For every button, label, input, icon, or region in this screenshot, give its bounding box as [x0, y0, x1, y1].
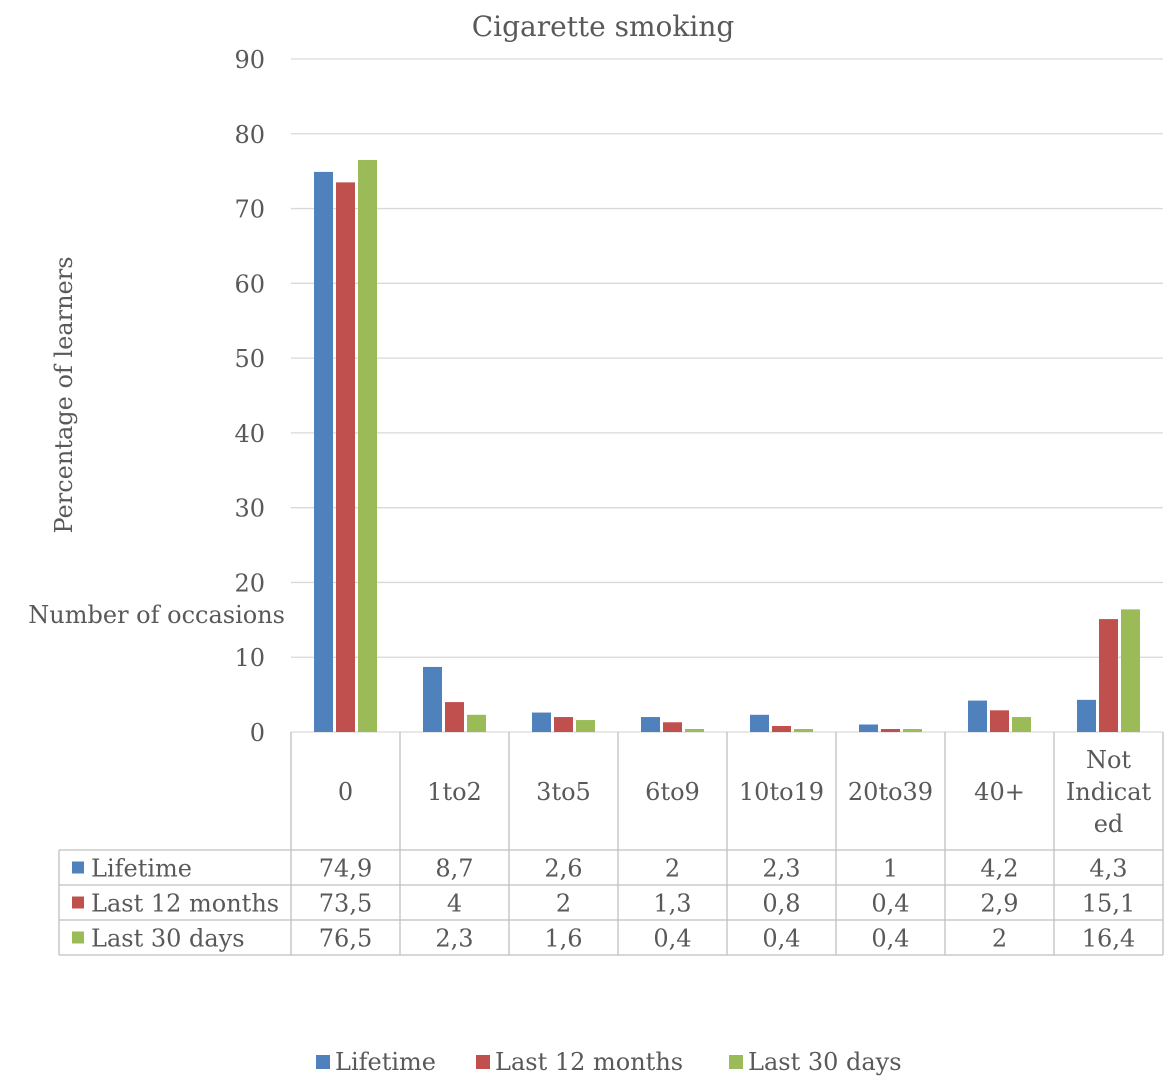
table-cell-value: 76,5: [319, 925, 372, 953]
bar-last-30-days-3: [685, 729, 704, 732]
table-cell-value: 2: [992, 925, 1007, 953]
bar-last-12-months-6: [990, 710, 1009, 732]
table-cell-value: 16,4: [1082, 925, 1135, 953]
legend-key: [316, 1055, 330, 1069]
chart-title: Cigarette smoking: [472, 10, 735, 43]
bar-last-12-months-3: [663, 722, 682, 732]
table-cell-value: 4,3: [1089, 855, 1127, 883]
category-label: 1to2: [427, 778, 482, 806]
bar-last-12-months-7: [1099, 619, 1118, 732]
bar-lifetime-7: [1077, 699, 1096, 732]
legend: Lifetime Last 12 months Last 30 days: [316, 1048, 902, 1076]
bar-lifetime-1: [423, 666, 442, 732]
bar-lifetime-3: [641, 717, 660, 732]
y-tick-label: 80: [234, 121, 265, 149]
table-cell-value: 2: [556, 890, 571, 918]
table-cell-value: 0,8: [762, 890, 800, 918]
category-label: 0: [338, 778, 353, 806]
table-legend-key: [72, 931, 84, 944]
table-series-name: Last 12 months: [91, 890, 279, 918]
bar-lifetime-5: [859, 724, 878, 732]
table-cell-value: 0,4: [762, 925, 800, 953]
bar-lifetime-6: [968, 700, 987, 732]
table-cell-value: 2,3: [435, 925, 473, 953]
legend-key: [476, 1055, 490, 1069]
table-cell-value: 0,4: [871, 890, 909, 918]
table-legend-key: [72, 896, 84, 909]
table-cell-value: 1,6: [544, 925, 582, 953]
y-tick-label: 30: [234, 495, 265, 523]
table-series-name: Lifetime: [91, 855, 192, 883]
table-cell-value: 15,1: [1082, 890, 1135, 918]
category-label: 40+: [974, 778, 1025, 806]
y-tick-label: 0: [250, 719, 265, 747]
y-tick-label: 10: [234, 644, 265, 672]
y-tick-label: 50: [234, 345, 265, 373]
y-axis-ticks: 0 10 20 30 40 50 60 70 80 90: [234, 46, 265, 747]
table-cell-value: 2,3: [762, 855, 800, 883]
bar-last-12-months-5: [881, 729, 900, 732]
category-label: 3to5: [536, 778, 591, 806]
bar-last-12-months-0: [336, 182, 355, 733]
table-cell-value: 8,7: [435, 855, 473, 883]
bars: [314, 159, 1140, 733]
bar-last-12-months-2: [554, 717, 573, 732]
table-cell-value: 73,5: [319, 890, 372, 918]
bar-last-30-days-1: [467, 714, 486, 732]
bar-last-30-days-2: [576, 720, 595, 732]
legend-label: Last 30 days: [748, 1048, 902, 1076]
y-tick-label: 90: [234, 46, 265, 74]
table-cell-value: 74,9: [319, 855, 372, 883]
legend-label: Lifetime: [335, 1048, 436, 1076]
bar-last-30-days-0: [358, 159, 377, 732]
y-tick-label: 40: [234, 420, 265, 448]
bar-last-12-months-1: [445, 702, 464, 732]
bar-lifetime-2: [532, 712, 551, 732]
y-tick-label: 70: [234, 196, 265, 224]
bar-last-30-days-5: [903, 729, 922, 732]
category-label: Not Indicat ed: [1066, 746, 1152, 838]
table-cell-value: 4: [447, 890, 462, 918]
y-tick-label: 60: [234, 270, 265, 298]
category-label: 10to19: [739, 778, 824, 806]
bar-last-30-days-4: [794, 729, 813, 732]
y-axis-label: Percentage of learners: [50, 256, 78, 533]
x-axis-label: Number of occasions: [28, 601, 285, 629]
table-cell-value: 0,4: [653, 925, 691, 953]
table-cell-value: 2: [665, 855, 680, 883]
table-cell-value: 2,6: [544, 855, 582, 883]
bar-last-30-days-7: [1121, 609, 1140, 732]
table-cell-value: 1,3: [653, 890, 691, 918]
y-tick-label: 20: [234, 569, 265, 597]
legend-key: [729, 1055, 743, 1069]
data-table: 0 1to2 3to5 6to9 10to19 20to39 40+ Not Indicat ed…: [58, 732, 1164, 956]
bar-lifetime-4: [750, 714, 769, 732]
table-cell-value: 1: [883, 855, 898, 883]
table-series-name: Last 30 days: [91, 925, 245, 953]
bar-last-30-days-6: [1012, 717, 1031, 732]
gridlines: [291, 58, 1163, 733]
table-cell-value: 2,9: [980, 890, 1018, 918]
legend-label: Last 12 months: [495, 1048, 683, 1076]
category-label: 6to9: [645, 778, 700, 806]
category-label: 20to39: [848, 778, 933, 806]
bar-lifetime-0: [314, 171, 333, 733]
table-legend-key: [72, 861, 84, 874]
bar-last-12-months-4: [772, 726, 791, 732]
table-cell-value: 0,4: [871, 925, 909, 953]
table-cell-value: 4,2: [980, 855, 1018, 883]
